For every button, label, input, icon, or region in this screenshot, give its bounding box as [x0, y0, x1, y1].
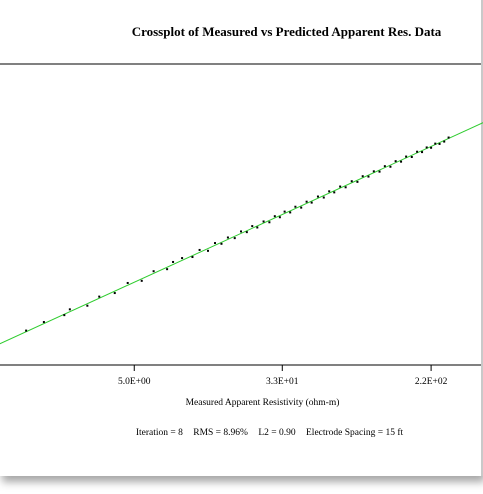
stats-line: Iteration = 8 RMS = 8.96% L2 = 0.90 Elec… — [0, 428, 483, 438]
data-point — [86, 304, 89, 307]
data-point — [172, 260, 175, 263]
data-point — [310, 201, 313, 204]
data-point — [356, 180, 359, 183]
data-point — [383, 165, 386, 168]
data-point — [283, 210, 286, 213]
data-point — [289, 211, 292, 214]
data-point — [405, 155, 408, 158]
data-point — [425, 146, 428, 149]
data-point — [25, 329, 28, 332]
l2-text: L2 = 0.90 — [258, 428, 296, 438]
data-point — [98, 295, 101, 298]
chart-title: Crossplot of Measured vs Predicted Appar… — [131, 24, 442, 39]
data-point — [367, 175, 370, 178]
data-point — [443, 140, 446, 143]
x-tick-label: 5.0E+00 — [118, 377, 151, 387]
data-point — [63, 314, 66, 317]
data-point — [251, 225, 254, 228]
data-point — [240, 230, 243, 233]
data-point — [438, 142, 441, 145]
data-point — [166, 268, 169, 271]
data-point — [273, 215, 276, 218]
data-point — [220, 242, 223, 245]
data-point — [198, 248, 201, 251]
data-point — [233, 237, 236, 240]
data-point — [394, 160, 397, 163]
rms-text: RMS = 8.96% — [193, 428, 248, 438]
x-tick-label: 3.3E+01 — [266, 377, 299, 387]
data-point — [322, 196, 325, 199]
fit-line — [0, 122, 483, 345]
data-point — [316, 195, 319, 198]
data-point — [226, 236, 229, 239]
data-point — [421, 151, 424, 154]
data-point — [350, 180, 353, 183]
data-point — [344, 186, 347, 189]
data-point — [361, 175, 364, 178]
data-point — [434, 142, 437, 145]
data-point — [245, 231, 248, 234]
x-ticks: 5.0E+00 3.3E+01 2.2E+02 — [118, 365, 448, 387]
data-point — [113, 292, 116, 295]
data-point — [389, 165, 392, 168]
chart-frame — [481, 0, 483, 476]
data-point — [256, 226, 259, 229]
data-point — [152, 270, 155, 273]
data-point — [333, 191, 336, 194]
data-point — [278, 216, 281, 219]
data-point — [140, 279, 143, 282]
x-tick-label: 2.2E+02 — [415, 377, 448, 387]
data-point — [294, 205, 297, 208]
iteration-text: Iteration = 8 — [135, 428, 183, 438]
data-point — [268, 221, 271, 224]
data-point — [410, 155, 413, 158]
data-point — [214, 242, 217, 245]
fit-line-group — [0, 122, 483, 345]
data-point — [300, 206, 303, 209]
data-point — [328, 190, 331, 193]
x-axis-label: Measured Apparent Resistivity (ohm-m) — [185, 398, 340, 408]
data-point — [191, 256, 194, 259]
data-point — [206, 249, 209, 252]
data-point — [68, 308, 71, 311]
data-point — [305, 200, 308, 203]
data-point — [400, 160, 403, 163]
data-point — [339, 185, 342, 188]
data-point — [42, 321, 45, 324]
data-point — [181, 257, 184, 260]
data-point — [416, 150, 419, 153]
spacing-text: Electrode Spacing = 15 ft — [306, 428, 404, 438]
data-point — [447, 136, 450, 139]
data-point — [262, 220, 265, 223]
data-point — [126, 281, 129, 284]
data-points — [25, 136, 450, 332]
data-point — [372, 170, 375, 173]
data-point — [430, 146, 433, 149]
data-point — [378, 170, 381, 173]
